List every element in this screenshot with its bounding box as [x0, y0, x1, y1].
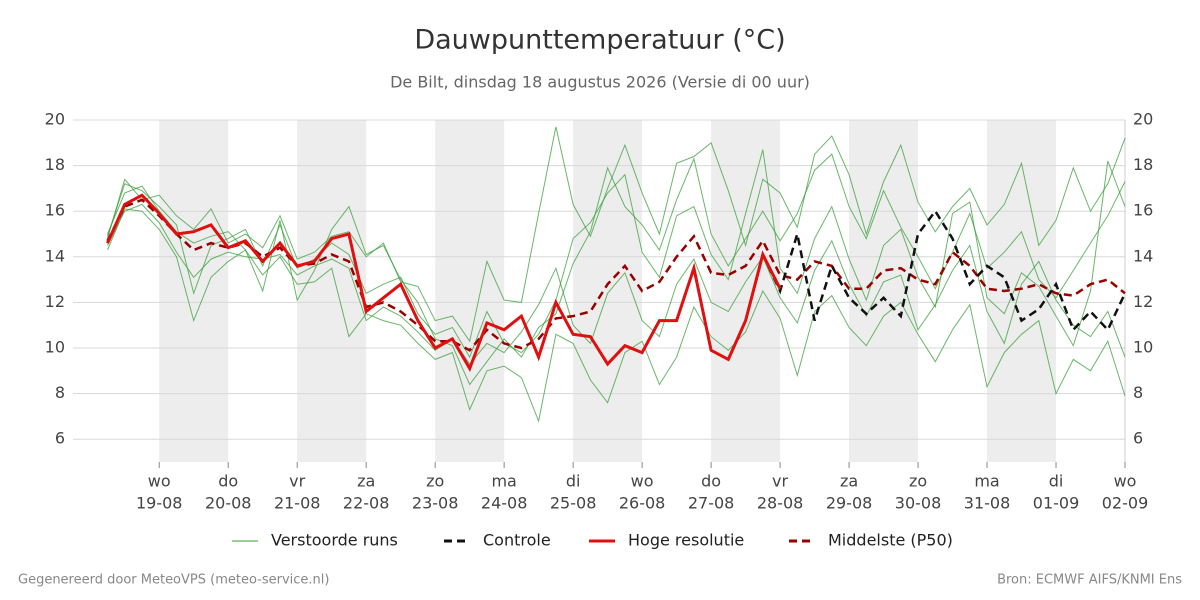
x-tick-date: 26-08	[619, 494, 666, 513]
legend-label: Controle	[483, 531, 551, 550]
y-tick-label: 6	[55, 429, 65, 448]
day-shade	[297, 120, 367, 462]
day-shade	[159, 120, 229, 462]
x-tick-label: zo	[426, 472, 444, 491]
x-tick-date: 29-08	[826, 494, 873, 513]
y-tick-label: 14	[45, 246, 65, 265]
x-tick-label: za	[840, 472, 858, 491]
chart-subtitle: De Bilt, dinsdag 18 augustus 2026 (Versi…	[390, 73, 810, 92]
x-tick-date: 01-09	[1033, 494, 1080, 513]
day-shade	[849, 120, 919, 462]
x-tick-label: ma	[974, 472, 999, 491]
ensemble-line	[107, 203, 1126, 365]
y2-tick-label: 12	[1133, 292, 1153, 311]
x-tick-label: wo	[1114, 472, 1137, 491]
x-tick-label: vr	[772, 472, 788, 491]
y-tick-label: 20	[45, 110, 65, 129]
x-tick-date: 30-08	[895, 494, 942, 513]
series-line	[106, 198, 1126, 352]
x-tick-date: 24-08	[481, 494, 528, 513]
day-shade	[573, 120, 643, 462]
x-tick-date: 23-08	[412, 494, 459, 513]
x-tick-date: 22-08	[343, 494, 390, 513]
x-tick-date: 20-08	[205, 494, 252, 513]
x-tick-label: ma	[491, 472, 516, 491]
x-tick-date: 21-08	[274, 494, 321, 513]
x-tick-label: di	[566, 472, 581, 491]
day-shade	[435, 120, 505, 462]
ensemble-line	[107, 126, 1126, 343]
legend-label: Middelste (P50)	[828, 531, 953, 550]
series-line	[106, 193, 1127, 372]
x-tick-date: 25-08	[550, 494, 597, 513]
x-tick-label: do	[218, 472, 238, 491]
x-tick-date: 31-08	[964, 494, 1011, 513]
x-tick-label: wo	[631, 472, 654, 491]
ensemble-line	[107, 208, 1126, 423]
chart-title: Dauwpunttemperatuur (°C)	[414, 25, 785, 56]
y-tick-label: 16	[45, 201, 65, 220]
x-tick-date: 19-08	[136, 494, 183, 513]
y2-tick-label: 8	[1133, 383, 1143, 402]
x-tick-label: wo	[148, 472, 171, 491]
x-tick-label: vr	[289, 472, 305, 491]
y2-tick-label: 10	[1133, 338, 1153, 357]
series-line	[106, 193, 782, 372]
y2-tick-label: 18	[1133, 155, 1153, 174]
y-tick-label: 12	[45, 292, 65, 311]
x-tick-label: do	[701, 472, 721, 491]
footer-left: Gegenereerd door MeteoVPS (meteo-service…	[18, 573, 329, 588]
footer-right: Bron: ECMWF AIFS/KNMI Ens	[997, 573, 1182, 588]
y-tick-label: 10	[45, 338, 65, 357]
day-shade	[987, 120, 1057, 462]
legend-label: Verstoorde runs	[271, 531, 398, 550]
x-tick-label: zo	[909, 472, 927, 491]
y-tick-label: 8	[55, 383, 65, 402]
x-tick-date: 02-09	[1102, 494, 1149, 513]
x-tick-label: za	[357, 472, 375, 491]
x-tick-date: 27-08	[688, 494, 735, 513]
x-tick-date: 28-08	[757, 494, 804, 513]
x-tick-label: di	[1049, 472, 1064, 491]
y2-tick-label: 6	[1133, 429, 1143, 448]
legend-label: Hoge resolutie	[628, 531, 744, 550]
y2-tick-label: 20	[1133, 110, 1153, 129]
y2-tick-label: 14	[1133, 246, 1153, 265]
day-shade	[711, 120, 781, 462]
y2-tick-label: 16	[1133, 201, 1153, 220]
y-tick-label: 18	[45, 155, 65, 174]
